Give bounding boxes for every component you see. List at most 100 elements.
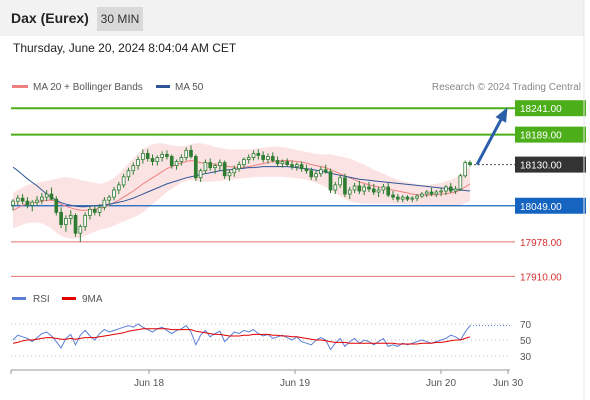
candle-up — [400, 196, 405, 200]
candle-down — [386, 186, 391, 196]
candle-up — [218, 162, 222, 167]
rsi-ma-legend-label: 9MA — [82, 294, 103, 305]
candle-up — [35, 199, 39, 203]
candle-down — [208, 162, 213, 169]
candle-up — [242, 159, 246, 165]
rsi-line — [12, 323, 471, 351]
target-arrow-head — [495, 107, 508, 123]
candle-up — [251, 153, 256, 158]
candle-up — [352, 185, 357, 191]
candle-up — [266, 156, 270, 160]
candle-down — [357, 185, 362, 192]
red-level-label: 17978.00 — [520, 238, 562, 249]
candle-down — [290, 164, 294, 168]
resistance-label-box — [515, 126, 586, 143]
candle-up — [68, 215, 73, 219]
candle-up — [88, 208, 92, 216]
candle-up — [30, 201, 35, 206]
bollinger-band-area — [13, 143, 470, 239]
interval-button[interactable]: 30 MIN — [97, 7, 143, 31]
candle-down — [304, 168, 309, 172]
candle-down — [448, 186, 453, 192]
candle-up — [141, 153, 145, 160]
support-label-box — [515, 197, 586, 214]
rsi-legend: RSI 9MA — [12, 294, 103, 305]
candle-up — [213, 165, 217, 169]
rsi-ma-line — [12, 328, 471, 345]
candle-up — [381, 186, 386, 191]
candle-up — [237, 164, 241, 170]
candle-up — [78, 226, 83, 234]
rsi-legend-swatch — [12, 297, 26, 300]
candle-up — [232, 168, 237, 174]
candle-down — [309, 170, 314, 178]
candle-down — [92, 208, 97, 213]
ma50-legend-label: MA 50 — [175, 82, 204, 93]
candle-down — [54, 198, 59, 213]
candle-down — [222, 162, 227, 177]
candle-down — [25, 200, 30, 206]
candle-up — [444, 186, 448, 192]
candle-up — [420, 193, 424, 197]
candle-down — [256, 153, 261, 156]
resistance-label-box — [515, 100, 586, 117]
candle-up — [117, 184, 121, 191]
candle-up — [102, 199, 107, 208]
candle-down — [59, 211, 63, 225]
candle-down — [468, 162, 472, 165]
candle-up — [227, 172, 232, 177]
candle-up — [40, 196, 44, 201]
candle-up — [107, 196, 112, 201]
current-price-label-box — [515, 156, 586, 173]
ma50-line — [12, 166, 471, 208]
candle-up — [198, 170, 203, 179]
ma20-legend-label: MA 20 + Bollinger Bands — [33, 82, 143, 93]
chart-timestamp: Thursday, June 20, 2024 8:04:04 AM CET — [13, 41, 237, 55]
candle-up — [97, 206, 102, 213]
candle-up — [160, 154, 164, 158]
rsi-lines — [12, 323, 510, 351]
level-labels: 18241.00 18189.00 18130.00 18049.00 17978.00… — [515, 100, 586, 283]
candle-up — [126, 170, 131, 178]
candle-down — [396, 196, 400, 200]
x-axis-ticks: Jun 18 Jun 19 Jun 20 Jun 30 — [10, 370, 523, 389]
candle-up — [347, 189, 352, 195]
candle-down — [323, 169, 328, 173]
resistance-label: 18241.00 — [520, 104, 562, 115]
red-level-label: 17910.00 — [520, 272, 562, 283]
candle-up — [424, 191, 429, 195]
rsi-tick-label: 70 — [520, 320, 532, 331]
candle-up — [376, 189, 381, 193]
ma50-legend-swatch — [156, 85, 170, 88]
credit-text: Research © 2024 Trading Central — [432, 82, 581, 93]
candle-up — [174, 161, 179, 167]
candle-down — [429, 191, 434, 195]
candle-up — [179, 157, 184, 162]
candle-up — [83, 215, 87, 227]
candle-down — [145, 153, 150, 159]
resistance-label: 18189.00 — [520, 131, 562, 142]
candle-up — [155, 157, 160, 162]
candle-down — [367, 186, 371, 190]
candle-up — [64, 218, 68, 225]
candle-up — [280, 161, 285, 164]
candle-down — [391, 194, 395, 198]
candle-down — [261, 155, 265, 160]
candle-up — [44, 193, 49, 198]
candle-down — [49, 193, 54, 200]
candle-up — [121, 176, 126, 186]
candle-up — [246, 157, 251, 160]
candle-up — [15, 197, 20, 202]
candle-down — [275, 160, 280, 164]
chart-header: Dax (Eurex) 30 MIN — [0, 0, 584, 36]
x-tick-label: Jun 18 — [134, 378, 164, 389]
candle-up — [333, 184, 338, 191]
ma20-legend-swatch — [12, 85, 28, 88]
candle-up — [184, 149, 189, 158]
rsi-legend-label: RSI — [33, 294, 50, 305]
support-label: 18049.00 — [520, 202, 562, 213]
current-price-label: 18130.00 — [520, 161, 562, 172]
candle-up — [434, 191, 439, 195]
bollinger-band-fill — [13, 143, 470, 239]
